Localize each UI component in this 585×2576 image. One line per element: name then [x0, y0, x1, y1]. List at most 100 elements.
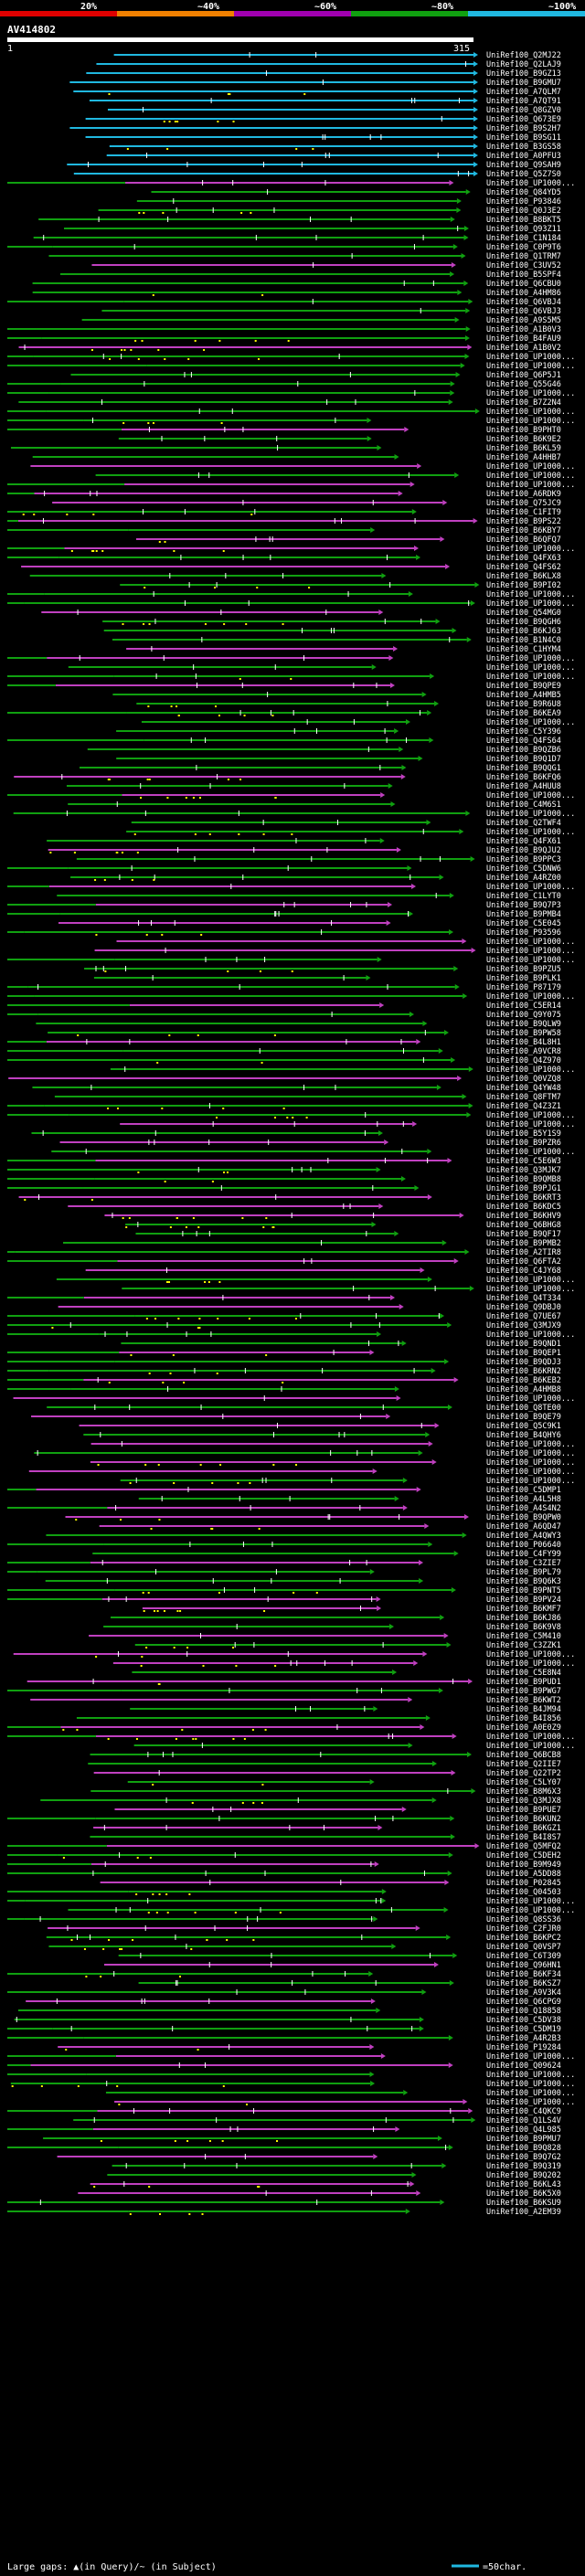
hit-row[interactable]: UniRef100_B6K9E2	[118, 435, 561, 444]
hit-label[interactable]: UniRef100_B9PI02	[486, 581, 561, 590]
hit-row[interactable]: UniRef100_B6K5X0	[78, 2189, 561, 2199]
hit-row[interactable]: UniRef100_UP1000...	[95, 472, 576, 481]
hit-row[interactable]: UniRef100_UP1000...	[105, 2089, 575, 2098]
hit-label[interactable]: UniRef100_C5Y396	[486, 727, 561, 737]
hit-row[interactable]: UniRef100_A2TIR8	[7, 1248, 561, 1257]
hit-label[interactable]: UniRef100_Q3MJK7	[486, 1166, 561, 1175]
hit-label[interactable]: UniRef100_UP1000...	[486, 1148, 575, 1157]
hit-row[interactable]: UniRef100_B9PPC3	[76, 855, 561, 864]
hit-row[interactable]: UniRef100_Q93Z11	[64, 225, 561, 234]
hit-row[interactable]: UniRef100_B6KBY7	[7, 526, 561, 535]
hit-label[interactable]: UniRef100_UP1000...	[486, 828, 575, 837]
hit-row[interactable]: UniRef100_Q8SS36	[7, 1915, 561, 1924]
hit-row[interactable]: UniRef100_UP1000...	[141, 718, 575, 727]
hit-row[interactable]: UniRef100_A4HMB8	[7, 1385, 561, 1394]
hit-label[interactable]: UniRef100_B9Q202	[486, 2171, 561, 2180]
hit-row[interactable]: UniRef100_UP1000...	[7, 883, 575, 892]
hit-label[interactable]: UniRef100_B9PLK1	[486, 974, 561, 983]
hit-label[interactable]: UniRef100_UP1000...	[486, 1394, 575, 1404]
hit-label[interactable]: UniRef100_Q6BHG8	[486, 1221, 561, 1230]
hit-row[interactable]: UniRef100_UP1000...	[51, 1148, 575, 1157]
hit-row[interactable]: UniRef100_Q5MFQ2	[7, 1842, 561, 1851]
hit-row[interactable]: UniRef100_UP1000...	[7, 417, 575, 426]
hit-label[interactable]: UniRef100_A9V3K4	[486, 1988, 561, 1998]
hit-label[interactable]: UniRef100_B6KWT2	[486, 1696, 561, 1705]
hit-row[interactable]: UniRef100_B4FAU9	[7, 334, 561, 344]
hit-row[interactable]: UniRef100_B5SPF4	[59, 270, 561, 280]
hit-label[interactable]: UniRef100_Q2TWF4	[486, 819, 561, 828]
hit-row[interactable]: UniRef100_UP1000...	[13, 1650, 575, 1659]
hit-row[interactable]: UniRef100_UP1000...	[94, 947, 576, 956]
hit-label[interactable]: UniRef100_Q8FTM7	[486, 1093, 561, 1102]
hit-row[interactable]: UniRef100_B6QFQ7	[135, 535, 561, 545]
hit-label[interactable]: UniRef100_Q4YW48	[486, 1084, 561, 1093]
hit-label[interactable]: UniRef100_Q3MJX8	[486, 1797, 561, 1806]
hit-row[interactable]: UniRef100_B6KJ63	[103, 627, 561, 636]
hit-label[interactable]: UniRef100_UP1000...	[486, 663, 575, 673]
hit-label[interactable]: UniRef100_Q8TE00	[486, 1404, 561, 1413]
hit-row[interactable]: UniRef100_UP1000...	[7, 179, 575, 188]
hit-row[interactable]: UniRef100_Q3MJX9	[7, 1321, 561, 1330]
hit-label[interactable]: UniRef100_B9Q319	[486, 2162, 561, 2171]
hit-label[interactable]: UniRef100_UP1000...	[486, 1742, 575, 1751]
hit-row[interactable]: UniRef100_Q9DBJ0	[58, 1303, 561, 1312]
hit-label[interactable]: UniRef100_UP1000...	[486, 1330, 575, 1340]
hit-label[interactable]: UniRef100_B4I856	[486, 1714, 561, 1723]
hit-row[interactable]: UniRef100_A7QLM7	[73, 88, 561, 97]
hit-row[interactable]: UniRef100_B8M6X3	[90, 1787, 561, 1797]
hit-row[interactable]: UniRef100_B6KPC2	[46, 1934, 561, 1943]
hit-row[interactable]: UniRef100_B9QGH6	[102, 618, 561, 627]
hit-label[interactable]: UniRef100_UP1000...	[486, 654, 575, 663]
hit-label[interactable]: UniRef100_UP1000...	[486, 718, 575, 727]
hit-row[interactable]: UniRef100_UP1000...	[68, 663, 575, 673]
hit-row[interactable]: UniRef100_B9GZ13	[86, 69, 561, 79]
hit-label[interactable]: UniRef100_B4I8S7	[486, 1833, 561, 1842]
hit-row[interactable]: UniRef100_C0P9T6	[7, 243, 561, 252]
hit-row[interactable]: UniRef100_C4FY99	[92, 1550, 561, 1559]
hit-label[interactable]: UniRef100_Q0VZQ8	[486, 1075, 561, 1084]
hit-row[interactable]: UniRef100_UP1000...	[90, 1440, 576, 1449]
hit-row[interactable]: UniRef100_UP1000...	[126, 828, 575, 837]
hit-label[interactable]: UniRef100_B6KRN2	[486, 1367, 561, 1376]
hit-row[interactable]: UniRef100_UP1000...	[7, 408, 575, 417]
hit-label[interactable]: UniRef100_C4M6S1	[486, 800, 561, 810]
hit-row[interactable]: UniRef100_B4I8S7	[90, 1833, 561, 1842]
hit-label[interactable]: UniRef100_B9PUE7	[486, 1806, 561, 1815]
hit-label[interactable]: UniRef100_Q6VBJ4	[486, 298, 561, 307]
hit-label[interactable]: UniRef100_B8M6X3	[486, 1787, 561, 1797]
hit-row[interactable]: UniRef100_B9PMB2	[63, 1239, 561, 1248]
hit-label[interactable]: UniRef100_UP1000...	[486, 1440, 575, 1449]
hit-row[interactable]: UniRef100_B9QLW9	[36, 1020, 561, 1029]
hit-row[interactable]: UniRef100_P06640	[7, 1541, 561, 1550]
hit-label[interactable]: UniRef100_B4FAU9	[486, 334, 561, 344]
hit-label[interactable]: UniRef100_UP1000...	[486, 462, 575, 472]
hit-label[interactable]: UniRef100_B9GZ13	[486, 69, 561, 79]
hit-row[interactable]: UniRef100_C5DV38	[14, 2016, 561, 2025]
hit-row[interactable]: UniRef100_B3GS58	[109, 143, 561, 152]
hit-row[interactable]: UniRef100_Q4FX61	[47, 837, 561, 846]
hit-label[interactable]: UniRef100_Q4FX61	[486, 837, 561, 846]
hit-label[interactable]: UniRef100_A0PFU3	[486, 152, 561, 161]
hit-label[interactable]: UniRef100_A2EM39	[486, 2208, 561, 2217]
hit-row[interactable]: UniRef100_C5M410	[89, 1632, 561, 1641]
hit-label[interactable]: UniRef100_A9VCR8	[486, 1047, 561, 1056]
hit-row[interactable]: UniRef100_C5E8N4	[132, 1669, 561, 1678]
hit-label[interactable]: UniRef100_A4HMB8	[486, 1385, 561, 1394]
hit-row[interactable]: UniRef100_UP1000...	[110, 1065, 575, 1075]
hit-row[interactable]: UniRef100_B9M949	[7, 1860, 561, 1870]
hit-row[interactable]: UniRef100_B9SG11	[85, 133, 561, 143]
hit-row[interactable]: UniRef100_Q09624	[7, 2062, 561, 2071]
hit-label[interactable]: UniRef100_B9QPW0	[486, 1513, 561, 1522]
hit-row[interactable]: UniRef100_B9PL79	[7, 1568, 561, 1577]
hit-row[interactable]: UniRef100_Q5C9K1	[79, 1422, 561, 1431]
hit-row[interactable]: UniRef100_Q2TWF4	[131, 819, 561, 828]
hit-label[interactable]: UniRef100_A4S4N2	[486, 1504, 561, 1513]
hit-row[interactable]: UniRef100_UP1000...	[7, 590, 575, 599]
hit-row[interactable]: UniRef100_B9Q319	[112, 2162, 561, 2171]
hit-label[interactable]: UniRef100_UP1000...	[486, 1285, 575, 1294]
hit-label[interactable]: UniRef100_C5LY07	[486, 1778, 561, 1787]
hit-row[interactable]: UniRef100_Q2MJ22	[113, 51, 561, 60]
hit-row[interactable]: UniRef100_B9QDJ3	[7, 1358, 561, 1367]
hit-row[interactable]: UniRef100_UP1000...	[7, 2052, 575, 2062]
hit-label[interactable]: UniRef100_Q8GZV0	[486, 106, 561, 115]
